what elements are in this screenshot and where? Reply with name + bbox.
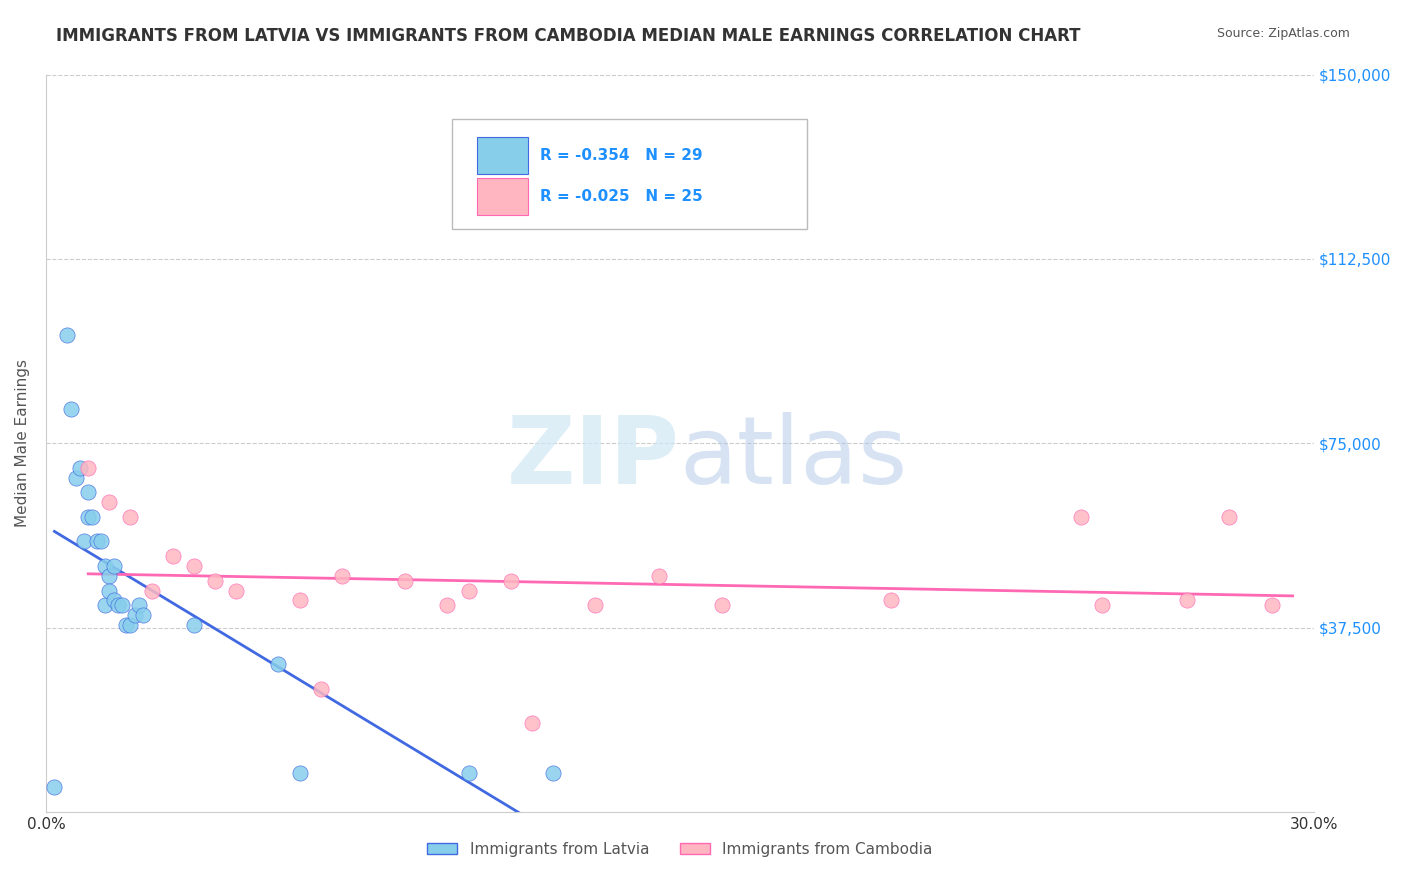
Bar	[477, 178, 527, 215]
Point	[288, 765, 311, 780]
Point	[90, 534, 112, 549]
Point	[128, 599, 150, 613]
Point	[394, 574, 416, 588]
Y-axis label: Median Male Earnings: Median Male Earnings	[15, 359, 30, 527]
Point	[1175, 593, 1198, 607]
Point	[436, 599, 458, 613]
Point	[120, 618, 142, 632]
Point	[457, 583, 479, 598]
Point	[56, 328, 79, 343]
Point	[583, 599, 606, 613]
Point	[520, 716, 543, 731]
Point	[1218, 510, 1240, 524]
Point	[73, 534, 96, 549]
Point	[107, 599, 129, 613]
Point	[124, 608, 146, 623]
Point	[44, 780, 66, 795]
Point	[60, 401, 83, 416]
Point	[115, 618, 138, 632]
Point	[880, 593, 903, 607]
Point	[86, 534, 108, 549]
Point	[499, 574, 522, 588]
FancyBboxPatch shape	[451, 119, 807, 229]
Point	[120, 510, 142, 524]
Point	[103, 593, 125, 607]
Point	[309, 681, 332, 696]
Point	[111, 599, 134, 613]
Point	[103, 559, 125, 574]
Text: IMMIGRANTS FROM LATVIA VS IMMIGRANTS FROM CAMBODIA MEDIAN MALE EARNINGS CORRELAT: IMMIGRANTS FROM LATVIA VS IMMIGRANTS FRO…	[56, 27, 1081, 45]
Bar	[477, 137, 527, 174]
Point	[94, 599, 117, 613]
Text: atlas: atlas	[681, 412, 908, 504]
Point	[65, 470, 87, 484]
Legend: Immigrants from Latvia, Immigrants from Cambodia: Immigrants from Latvia, Immigrants from …	[420, 836, 939, 863]
Point	[541, 765, 564, 780]
Point	[457, 765, 479, 780]
Point	[288, 593, 311, 607]
Point	[711, 599, 734, 613]
Point	[1070, 510, 1092, 524]
Text: R = -0.025   N = 25: R = -0.025 N = 25	[540, 189, 703, 203]
Point	[267, 657, 290, 672]
Point	[183, 618, 205, 632]
Point	[77, 485, 100, 500]
Point	[648, 569, 671, 583]
Point	[82, 510, 104, 524]
Text: Source: ZipAtlas.com: Source: ZipAtlas.com	[1216, 27, 1350, 40]
Point	[204, 574, 226, 588]
Point	[69, 460, 91, 475]
Point	[141, 583, 163, 598]
Point	[98, 583, 121, 598]
Point	[1091, 599, 1114, 613]
Point	[183, 559, 205, 574]
Point	[98, 569, 121, 583]
Text: ZIP: ZIP	[508, 412, 681, 504]
Point	[1260, 599, 1282, 613]
Point	[132, 608, 155, 623]
Point	[162, 549, 184, 564]
Point	[77, 510, 100, 524]
Point	[225, 583, 247, 598]
Point	[98, 495, 121, 509]
Text: R = -0.354   N = 29: R = -0.354 N = 29	[540, 148, 703, 163]
Point	[330, 569, 353, 583]
Point	[77, 460, 100, 475]
Point	[94, 559, 117, 574]
